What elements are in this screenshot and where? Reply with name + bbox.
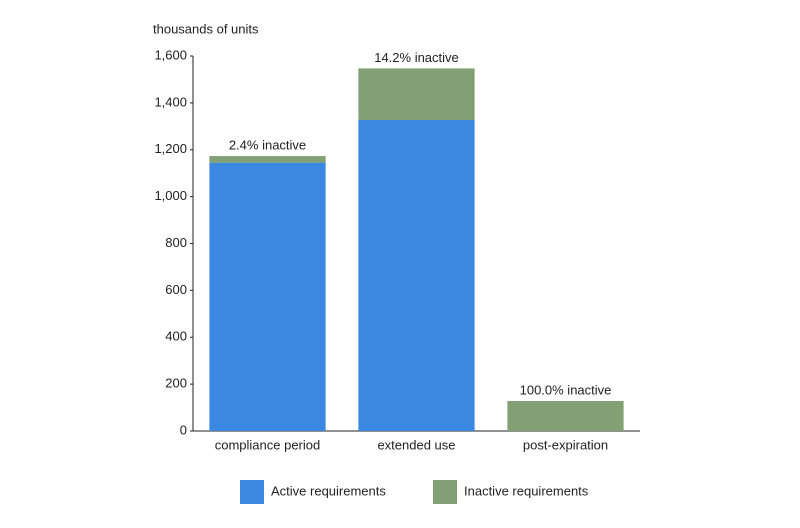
y-tick-label: 400 (165, 329, 187, 344)
bar-segment (209, 156, 326, 163)
bar-annotation: 100.0% inactive (520, 382, 612, 397)
x-tick-label: compliance period (215, 437, 321, 452)
bar-segment (358, 119, 475, 431)
legend-label: Active requirements (271, 483, 386, 498)
y-tick-label: 1,200 (154, 141, 187, 156)
legend-swatch (433, 480, 457, 504)
y-tick-label: 0 (180, 422, 187, 437)
y-tick-label: 1,400 (154, 94, 187, 109)
bar-segment (358, 68, 475, 120)
legend-label: Inactive requirements (464, 483, 589, 498)
y-tick-label: 200 (165, 376, 187, 391)
y-tick-label: 1,000 (154, 188, 187, 203)
bar-annotation: 2.4% inactive (229, 138, 306, 153)
y-tick-label: 600 (165, 282, 187, 297)
bar-segment (507, 401, 624, 431)
bar-annotation: 14.2% inactive (374, 50, 459, 65)
y-tick-label: 1,600 (154, 47, 187, 62)
x-tick-label: post-expiration (523, 437, 608, 452)
x-tick-label: extended use (377, 437, 455, 452)
legend-swatch (240, 480, 264, 504)
bar-segment (209, 162, 326, 431)
y-axis-label: thousands of units (153, 21, 259, 36)
y-tick-label: 800 (165, 235, 187, 250)
